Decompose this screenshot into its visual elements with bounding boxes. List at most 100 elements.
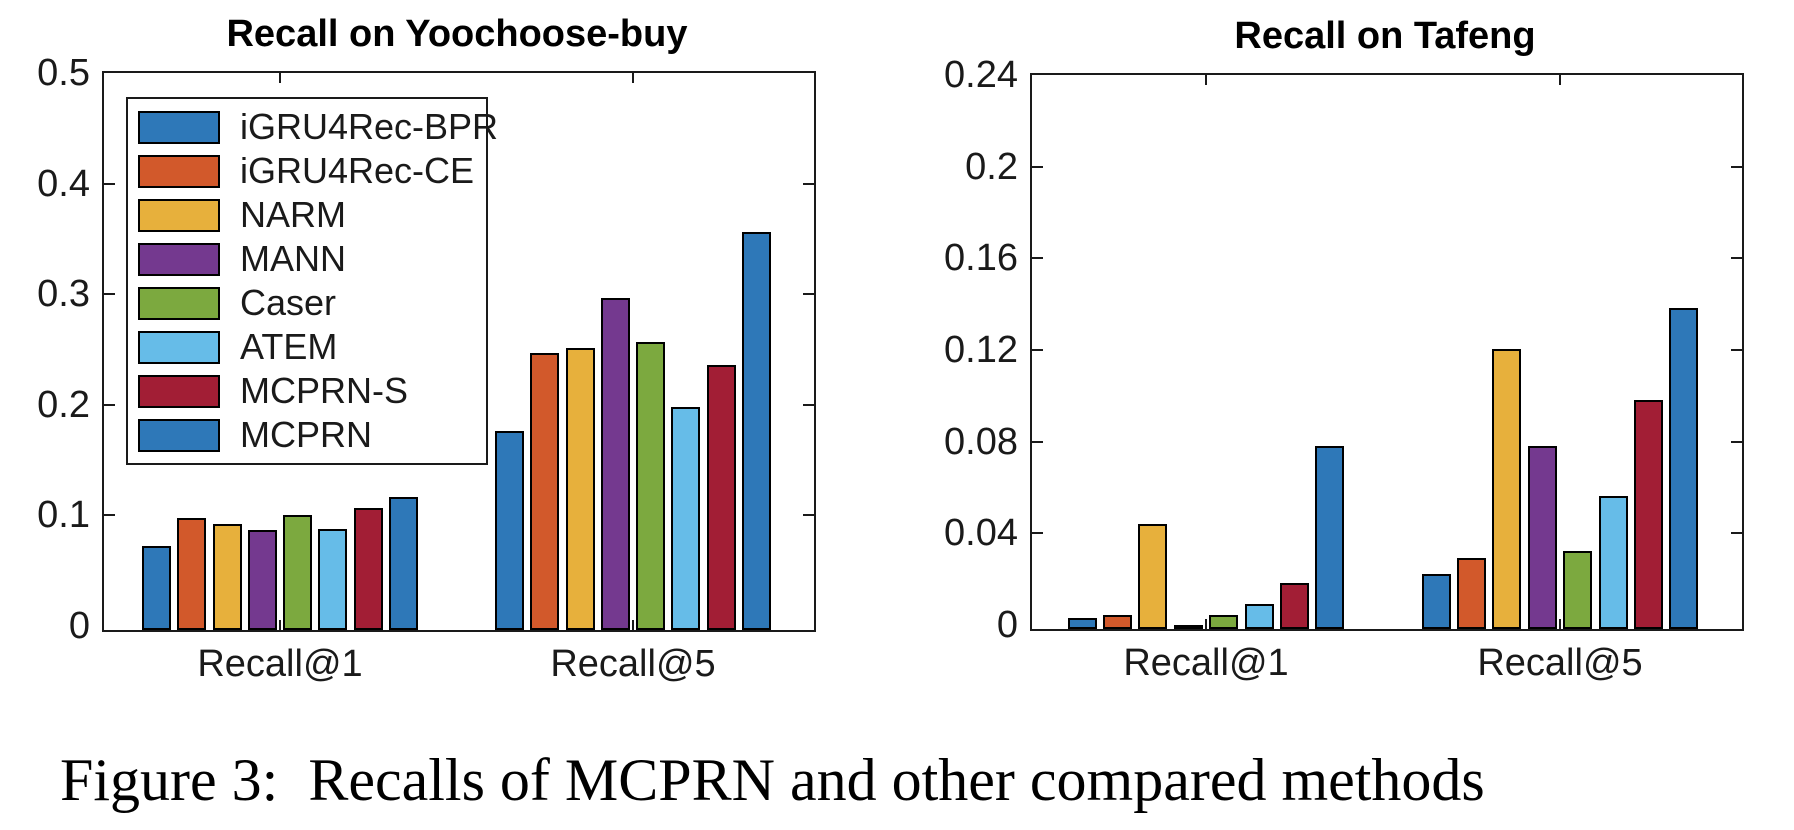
bar-Caser-Recall@5	[1563, 551, 1592, 629]
y-tick-label: 0.1	[37, 494, 90, 536]
y-axis-tick	[1032, 166, 1043, 168]
bar-NARM-Recall@1	[1138, 524, 1167, 629]
y-axis-tick	[104, 514, 115, 516]
bar-MCPRN-S-Recall@5	[1634, 400, 1663, 629]
bar-ATEM-Recall@5	[671, 407, 700, 630]
bar-Caser-Recall@1	[283, 515, 312, 630]
legend-label: MCPRN-S	[240, 370, 408, 411]
bar-iGRU4Rec-CE-Recall@5	[1457, 558, 1486, 629]
legend-swatch-iGRU4Rec-CE	[138, 154, 220, 188]
x-axis-tick	[632, 73, 634, 83]
legend-row: iGRU4Rec-CE	[138, 149, 486, 193]
bar-iGRU4Rec-BPR-Recall@5	[495, 431, 524, 630]
legend-row: MANN	[138, 237, 486, 281]
y-axis-tick	[1032, 349, 1043, 351]
y-tick-label: 0.08	[944, 421, 1018, 463]
bar-MANN-Recall@1	[248, 530, 277, 630]
y-tick-label: 0.5	[37, 52, 90, 94]
y-axis-tick	[1731, 257, 1742, 259]
y-tick-label: 0.4	[37, 163, 90, 205]
bar-MCPRN-S-Recall@1	[354, 508, 383, 630]
chart-title-yoochoose: Recall on Yoochoose-buy	[226, 13, 688, 55]
legend-row: MCPRN	[138, 413, 486, 457]
y-tick-label: 0.2	[965, 146, 1018, 188]
legend-swatch-MANN	[138, 242, 220, 276]
y-tick-label: 0	[68, 605, 90, 647]
x-axis-tick	[1559, 619, 1561, 629]
legend-label: iGRU4Rec-CE	[240, 150, 475, 191]
bar-MCPRN-Recall@1	[389, 497, 418, 630]
y-tick-label: 0.24	[944, 54, 1018, 96]
y-axis-tick	[803, 404, 814, 406]
y-axis-tick	[104, 183, 115, 185]
x-category-label: Recall@1	[1123, 642, 1289, 684]
y-axis-tick	[803, 293, 814, 295]
legend-row: NARM	[138, 193, 486, 237]
x-axis-tick	[1205, 619, 1207, 629]
y-axis-tick	[1731, 349, 1742, 351]
x-axis-tick	[279, 73, 281, 83]
legend-row: Caser	[138, 281, 486, 325]
y-tick-label: 0.04	[944, 512, 1018, 554]
bar-MCPRN-Recall@5	[1669, 308, 1698, 629]
y-axis-tick	[1731, 166, 1742, 168]
chart-title-tafeng: Recall on Tafeng	[1234, 15, 1536, 57]
plot-area-tafeng	[1030, 73, 1744, 631]
legend-row: MCPRN-S	[138, 369, 486, 413]
figure-caption: Figure 3: Recalls of MCPRN and other com…	[60, 747, 1485, 813]
legend-label: Caser	[240, 282, 337, 323]
legend-label: MANN	[240, 238, 346, 279]
legend-label: iGRU4Rec-BPR	[240, 106, 499, 147]
bar-NARM-Recall@5	[1492, 349, 1521, 629]
x-category-label: Recall@1	[197, 643, 363, 685]
x-axis-tick	[279, 620, 281, 630]
bar-iGRU4Rec-CE-Recall@1	[177, 518, 206, 630]
legend-swatch-Caser	[138, 286, 220, 320]
y-axis-tick	[1032, 441, 1043, 443]
legend-row: iGRU4Rec-BPR	[138, 105, 498, 149]
y-tick-label: 0.3	[37, 273, 90, 315]
y-axis-tick	[1731, 441, 1742, 443]
y-axis-tick	[1731, 532, 1742, 534]
y-tick-label: 0	[996, 604, 1018, 646]
bar-MCPRN-Recall@5	[742, 232, 771, 630]
legend-row: ATEM	[138, 325, 486, 369]
legend-swatch-ATEM	[138, 330, 220, 364]
bar-iGRU4Rec-CE-Recall@1	[1103, 615, 1132, 629]
legend-swatch-NARM	[138, 198, 220, 232]
legend-swatch-iGRU4Rec-BPR	[138, 110, 220, 144]
y-axis-tick	[104, 293, 115, 295]
y-axis-tick	[803, 183, 814, 185]
x-axis-tick	[1205, 75, 1207, 85]
x-axis-tick	[1559, 75, 1561, 85]
bar-ATEM-Recall@5	[1599, 496, 1628, 629]
x-category-label: Recall@5	[1477, 642, 1643, 684]
bar-MANN-Recall@5	[1528, 446, 1557, 629]
y-axis-tick	[803, 514, 814, 516]
bar-iGRU4Rec-BPR-Recall@1	[142, 546, 171, 630]
y-axis-tick	[1032, 532, 1043, 534]
y-tick-label: 0.16	[944, 237, 1018, 279]
y-axis-tick	[104, 404, 115, 406]
y-axis-tick	[1032, 257, 1043, 259]
x-category-label: Recall@5	[550, 643, 716, 685]
bar-ATEM-Recall@1	[318, 529, 347, 630]
bar-Caser-Recall@5	[636, 342, 665, 630]
bar-iGRU4Rec-CE-Recall@5	[530, 353, 559, 630]
y-tick-label: 0.12	[944, 329, 1018, 371]
bar-MCPRN-Recall@1	[1315, 446, 1344, 629]
legend-box: iGRU4Rec-BPR iGRU4Rec-CE NARM MANN Caser ATEM…	[126, 97, 498, 465]
legend-label: ATEM	[240, 326, 338, 367]
x-axis-tick	[632, 620, 634, 630]
bar-MANN-Recall@5	[601, 298, 630, 630]
bar-iGRU4Rec-BPR-Recall@5	[1422, 574, 1451, 629]
legend-label: MCPRN	[240, 414, 372, 455]
bar-MANN-Recall@1	[1174, 625, 1203, 629]
legend-label: NARM	[240, 194, 346, 235]
bar-MCPRN-S-Recall@1	[1280, 583, 1309, 629]
legend-swatch-MCPRN-S	[138, 374, 220, 408]
bar-NARM-Recall@5	[566, 348, 595, 630]
y-tick-label: 0.2	[37, 384, 90, 426]
bar-Caser-Recall@1	[1209, 615, 1238, 629]
